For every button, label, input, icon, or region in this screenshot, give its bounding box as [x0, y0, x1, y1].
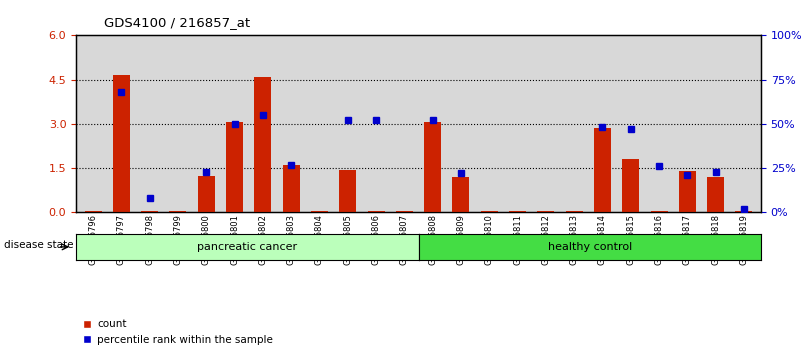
Bar [283, 165, 300, 212]
Bar [85, 211, 102, 212]
Bar [255, 77, 272, 212]
Bar [141, 211, 158, 212]
Bar [198, 176, 215, 212]
Bar [679, 171, 696, 212]
Text: GDS4100 / 216857_at: GDS4100 / 216857_at [104, 16, 250, 29]
Bar [735, 211, 752, 212]
Bar [311, 211, 328, 212]
Bar [340, 170, 356, 212]
Bar [594, 128, 611, 212]
Bar [622, 159, 639, 212]
Text: healthy control: healthy control [548, 242, 632, 252]
Bar [453, 177, 469, 212]
Text: pancreatic cancer: pancreatic cancer [197, 242, 297, 252]
Bar [566, 211, 582, 212]
Bar [170, 211, 187, 212]
Bar [226, 122, 243, 212]
Bar [368, 211, 384, 212]
Bar [509, 211, 526, 212]
Bar [481, 211, 497, 212]
Bar [113, 75, 130, 212]
Text: disease state: disease state [4, 240, 74, 250]
Legend: count, percentile rank within the sample: count, percentile rank within the sample [78, 315, 277, 349]
Bar [650, 211, 667, 212]
Bar [537, 211, 554, 212]
Bar [396, 211, 413, 212]
Bar [425, 122, 441, 212]
Bar [707, 177, 724, 212]
